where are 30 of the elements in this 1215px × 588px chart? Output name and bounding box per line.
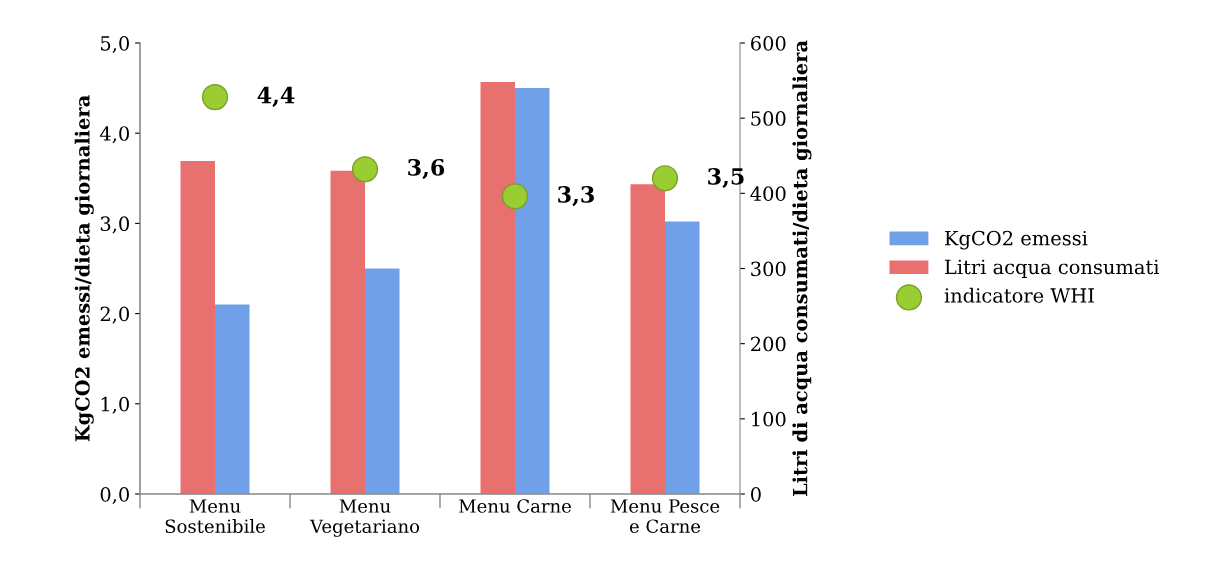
y-tick-label: 3,0 xyxy=(100,216,129,234)
point xyxy=(351,156,379,183)
point xyxy=(651,165,679,192)
data-label: 3,6 xyxy=(408,158,445,180)
y-tick-label: 1,0 xyxy=(101,396,129,414)
y2-axis-title: Litri di acqua consumati/dieta giornaliera xyxy=(792,40,812,497)
x-tick-label: Menu Carne xyxy=(459,499,571,513)
y2-tick-label: 600 xyxy=(751,35,786,51)
legend-label: Litri acqua consumati xyxy=(945,259,1160,279)
y2-tick-label: 300 xyxy=(751,261,786,277)
data-label: 3,3 xyxy=(558,185,594,207)
y-tick-label: 4,0 xyxy=(99,126,129,144)
y2-tick-label: 100 xyxy=(752,411,786,427)
point xyxy=(201,84,229,111)
x-tick-label: Menu Sostenibile xyxy=(165,499,265,534)
y-tick-label: 5,0 xyxy=(101,35,129,54)
y2-tick-label: 200 xyxy=(751,336,786,352)
point xyxy=(501,183,529,210)
legend-label: indicatore WHI xyxy=(944,287,1094,303)
y2-tick-label: 500 xyxy=(751,111,786,126)
y-axis-title: KgCO2 emessi/dieta giornaliera xyxy=(74,95,94,442)
x-tick-label: Menu Pesce e Carne xyxy=(610,499,720,534)
data-label: 3,5 xyxy=(708,167,744,189)
y2-tick-label: 400 xyxy=(750,186,786,201)
legend-label: KgCO2 emessi xyxy=(945,230,1088,250)
y2-tick-label: 0 xyxy=(751,486,761,502)
data-label: 4,4 xyxy=(257,86,295,107)
y-tick-label: 0,0 xyxy=(100,486,129,505)
y-tick-label: 2,0 xyxy=(100,306,129,324)
x-tick-label: Menu Vegetariano xyxy=(309,499,420,537)
